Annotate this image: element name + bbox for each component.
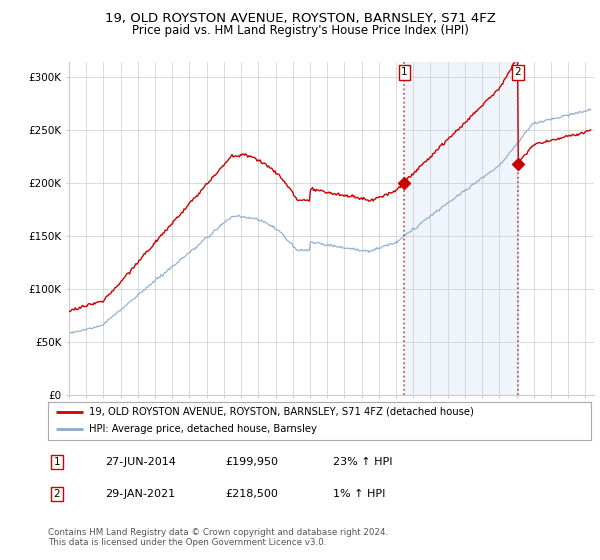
Text: Price paid vs. HM Land Registry's House Price Index (HPI): Price paid vs. HM Land Registry's House …	[131, 24, 469, 36]
Text: £199,950: £199,950	[225, 457, 278, 467]
Text: £218,500: £218,500	[225, 489, 278, 499]
Bar	[404, 62, 518, 395]
Text: 1: 1	[53, 457, 61, 467]
Text: 1: 1	[401, 67, 408, 77]
Text: 27-JUN-2014: 27-JUN-2014	[105, 457, 176, 467]
Text: Contains HM Land Registry data © Crown copyright and database right 2024.
This d: Contains HM Land Registry data © Crown c…	[48, 528, 388, 547]
Text: 19, OLD ROYSTON AVENUE, ROYSTON, BARNSLEY, S71 4FZ (detached house): 19, OLD ROYSTON AVENUE, ROYSTON, BARNSLE…	[89, 407, 473, 417]
Text: 2: 2	[53, 489, 61, 499]
Text: 23% ↑ HPI: 23% ↑ HPI	[333, 457, 392, 467]
Text: 1% ↑ HPI: 1% ↑ HPI	[333, 489, 385, 499]
Text: HPI: Average price, detached house, Barnsley: HPI: Average price, detached house, Barn…	[89, 424, 317, 435]
Text: 19, OLD ROYSTON AVENUE, ROYSTON, BARNSLEY, S71 4FZ: 19, OLD ROYSTON AVENUE, ROYSTON, BARNSLE…	[104, 12, 496, 25]
Text: 29-JAN-2021: 29-JAN-2021	[105, 489, 175, 499]
Text: 2: 2	[515, 67, 521, 77]
